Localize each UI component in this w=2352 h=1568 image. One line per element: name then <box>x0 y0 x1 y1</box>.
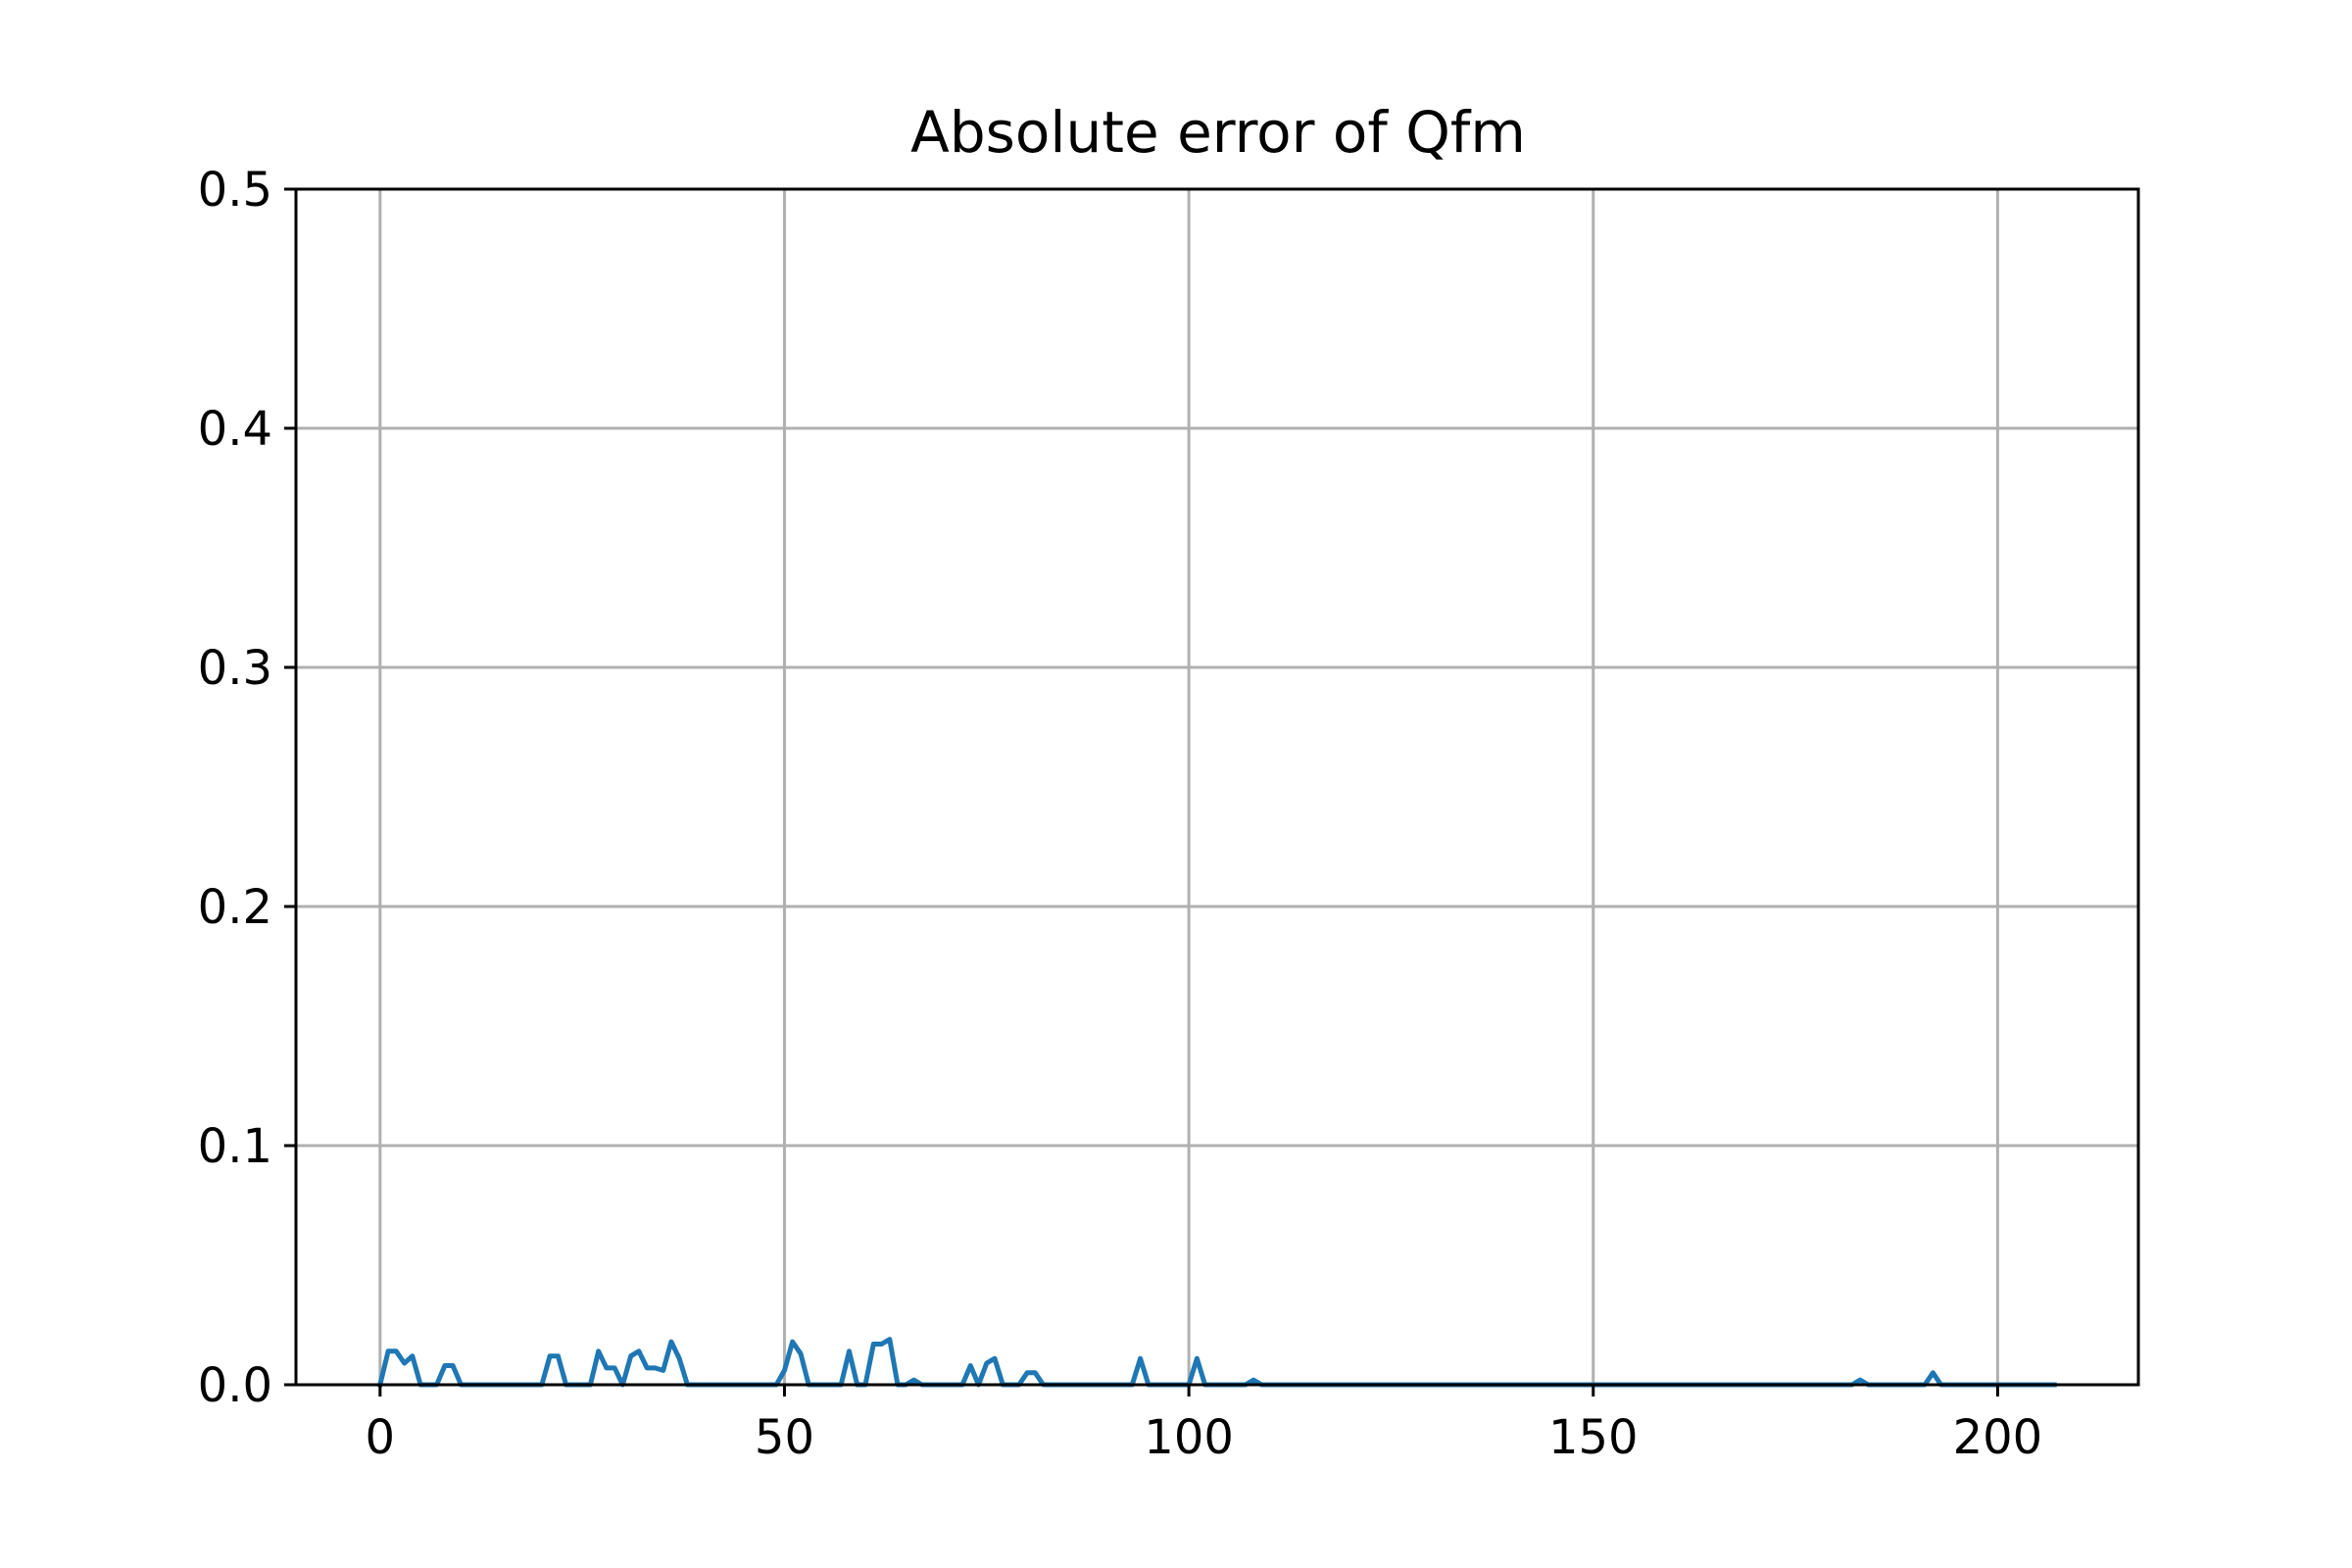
x-tick-label: 0 <box>366 1410 396 1465</box>
y-tick-label: 0.0 <box>198 1358 272 1413</box>
y-tick-label: 0.3 <box>198 641 272 696</box>
y-tick-label: 0.5 <box>198 163 272 218</box>
axis-ticks: 0 50 100 150 200 0.0 0.1 0.2 0.3 0.4 0.5 <box>198 163 2043 1465</box>
x-tick-label: 50 <box>755 1410 814 1465</box>
y-tick-label: 0.4 <box>198 402 272 457</box>
x-tick-label: 100 <box>1144 1410 1234 1465</box>
y-tick-label: 0.2 <box>198 880 272 935</box>
axes-frame <box>294 187 2140 1387</box>
x-tick-label: 200 <box>1953 1410 2043 1465</box>
chart-title: Absolute error of Qfm <box>910 99 1526 166</box>
x-tick-label: 150 <box>1548 1410 1639 1465</box>
y-tick-label: 0.1 <box>198 1119 272 1174</box>
